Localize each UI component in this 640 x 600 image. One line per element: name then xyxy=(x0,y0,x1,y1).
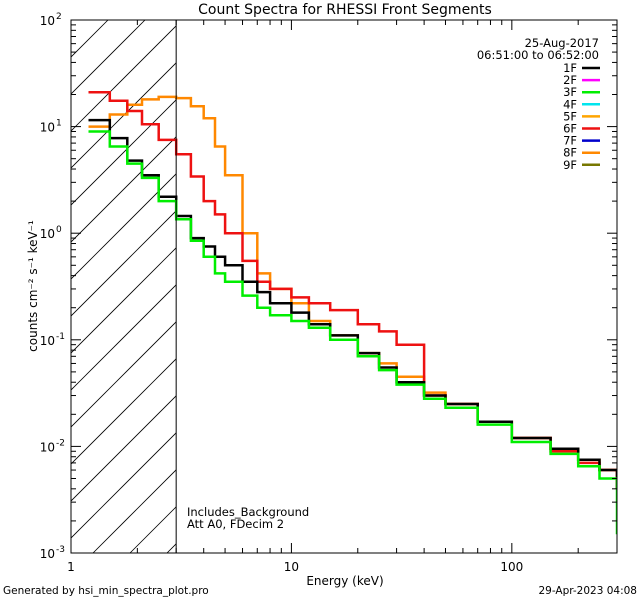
svg-text:10: 10 xyxy=(40,14,55,28)
hatch-line xyxy=(71,173,177,280)
series-line-6F xyxy=(88,91,617,489)
legend-label-9F: 9F xyxy=(563,158,577,172)
hatched-region xyxy=(71,20,177,553)
hatch-line xyxy=(71,247,177,354)
svg-text:10: 10 xyxy=(40,440,55,454)
y-tick-label: 10 -2 xyxy=(40,438,65,454)
svg-text:-1: -1 xyxy=(56,332,65,342)
y-tick-label: 10 1 xyxy=(40,119,62,135)
x-tick-label: 10 xyxy=(284,560,299,574)
chart-title: Count Spectra for RHESSI Front Segments xyxy=(198,2,492,18)
hatch-line xyxy=(71,395,177,502)
plot-date: 25-Aug-2017 xyxy=(525,36,599,50)
legend-label-3F: 3F xyxy=(563,85,577,99)
svg-text:10: 10 xyxy=(40,227,55,241)
hatch-line xyxy=(71,210,177,317)
plot-time-range: 06:51:00 to 06:52:00 xyxy=(477,48,599,62)
x-axis-label: Energy (keV) xyxy=(306,574,383,588)
svg-text:10: 10 xyxy=(40,334,55,348)
legend-label-7F: 7F xyxy=(563,134,577,148)
y-tick-label: 10 2 xyxy=(40,12,62,28)
hatch-line xyxy=(71,20,109,58)
legend-label-2F: 2F xyxy=(563,73,577,87)
annotation-attenuator: Att A0, FDecim 2 xyxy=(187,517,284,531)
series-line-3F xyxy=(88,130,617,535)
y-axis-label: counts cm⁻² s⁻¹ keV⁻¹ xyxy=(26,220,40,352)
svg-text:10: 10 xyxy=(40,121,55,135)
svg-text:10: 10 xyxy=(40,547,55,561)
svg-text:2: 2 xyxy=(56,12,62,22)
hatch-line xyxy=(71,321,177,428)
legend-label-1F: 1F xyxy=(563,61,577,75)
footer-generated: Generated by hsi_min_spectra_plot.pro xyxy=(3,585,209,597)
hatch-line xyxy=(71,432,177,539)
svg-text:1: 1 xyxy=(56,119,62,129)
y-tick-label: 10 0 xyxy=(40,225,62,241)
annotation-background: Includes_Background xyxy=(187,505,309,519)
plot-frame xyxy=(70,19,618,554)
y-tick-label: 10 -1 xyxy=(40,332,65,348)
legend-label-6F: 6F xyxy=(563,122,577,136)
svg-text:-2: -2 xyxy=(56,438,65,448)
svg-text:-3: -3 xyxy=(56,545,65,555)
series-layer xyxy=(88,91,617,535)
y-tick-label: 10 -3 xyxy=(40,545,65,561)
x-tick-label: 1 xyxy=(67,560,75,574)
series-line-1F xyxy=(88,118,617,489)
hatch-line xyxy=(92,469,177,553)
hatch-line xyxy=(71,284,177,391)
hatch-line xyxy=(71,25,177,132)
legend-label-4F: 4F xyxy=(563,97,577,111)
hatch-line xyxy=(71,99,177,206)
legend-label-8F: 8F xyxy=(563,146,577,160)
x-tick-label: 100 xyxy=(500,560,523,574)
hatch-line xyxy=(71,62,177,169)
footer-timestamp: 29-Apr-2023 04:08 xyxy=(538,585,637,597)
legend-label-5F: 5F xyxy=(563,109,577,123)
svg-text:0: 0 xyxy=(56,225,62,235)
